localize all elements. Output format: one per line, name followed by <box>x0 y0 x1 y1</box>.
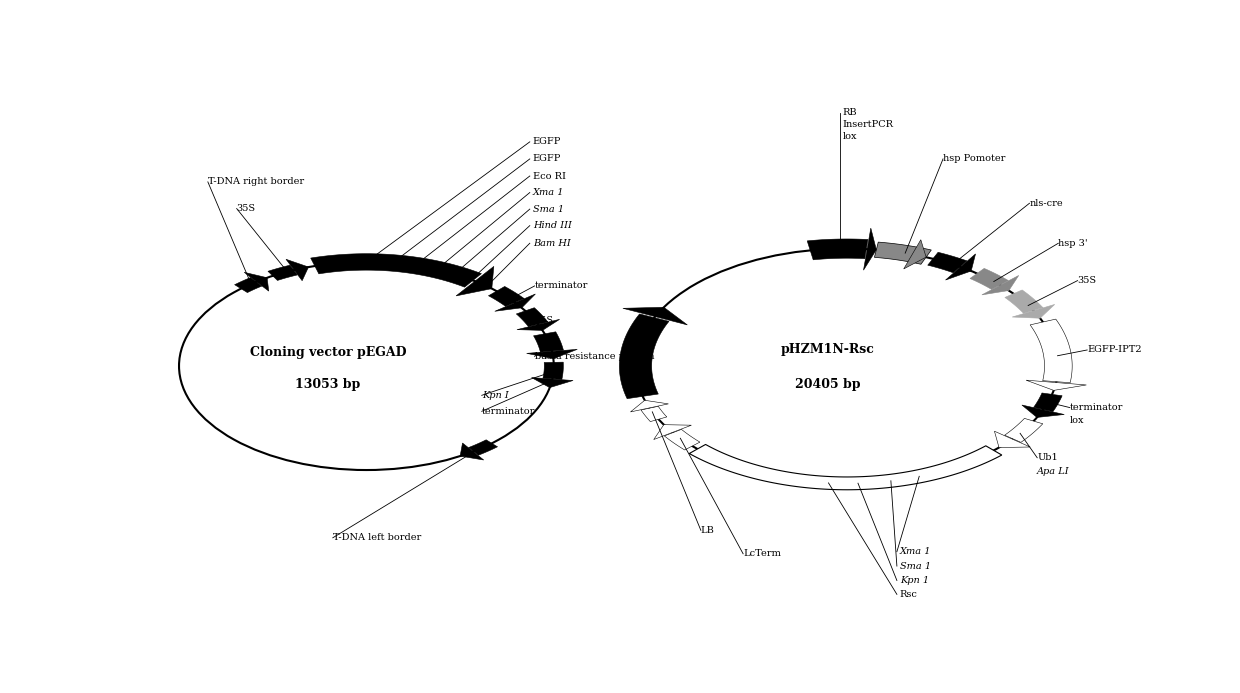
Text: LcTerm: LcTerm <box>743 550 781 559</box>
Text: hsp 3': hsp 3' <box>1058 239 1087 247</box>
Polygon shape <box>527 349 578 359</box>
Polygon shape <box>863 228 877 270</box>
Polygon shape <box>689 444 1002 490</box>
Text: 35S: 35S <box>534 316 554 325</box>
Text: RB: RB <box>842 108 857 117</box>
Text: lox: lox <box>842 132 857 141</box>
Text: T-DNA right border: T-DNA right border <box>208 177 304 186</box>
Text: nls-cre: nls-cre <box>1029 199 1063 208</box>
Text: Eco RI: Eco RI <box>533 171 565 180</box>
Polygon shape <box>874 242 931 264</box>
Text: Rsc: Rsc <box>900 590 918 599</box>
Polygon shape <box>495 294 536 311</box>
Polygon shape <box>1022 405 1064 417</box>
Polygon shape <box>286 259 309 281</box>
Text: T-DNA left border: T-DNA left border <box>332 534 422 543</box>
Polygon shape <box>533 332 563 352</box>
Polygon shape <box>532 378 573 387</box>
Polygon shape <box>1030 319 1073 383</box>
Text: 20405 bp: 20405 bp <box>795 378 861 391</box>
Polygon shape <box>460 443 484 460</box>
Text: terminator: terminator <box>534 281 588 290</box>
Polygon shape <box>619 314 668 398</box>
Text: 13053 bp: 13053 bp <box>295 378 361 391</box>
Text: Xma 1: Xma 1 <box>900 547 931 556</box>
Text: terminator: terminator <box>481 407 536 416</box>
Polygon shape <box>970 268 1008 290</box>
Polygon shape <box>489 286 525 306</box>
Polygon shape <box>982 276 1019 295</box>
Text: Kpn I: Kpn I <box>481 391 508 400</box>
Text: Sma 1: Sma 1 <box>900 561 931 570</box>
Polygon shape <box>807 239 868 260</box>
Text: EGFP: EGFP <box>533 137 560 146</box>
Text: Kpn 1: Kpn 1 <box>900 576 929 585</box>
Text: pHZM1N-Rsc: pHZM1N-Rsc <box>781 344 874 356</box>
Text: basta resistance protein: basta resistance protein <box>534 352 653 361</box>
Text: lox: lox <box>1070 416 1084 425</box>
Text: terminator: terminator <box>1070 403 1123 412</box>
Polygon shape <box>517 319 559 331</box>
Polygon shape <box>244 272 269 291</box>
Polygon shape <box>1012 304 1055 318</box>
Polygon shape <box>456 266 494 296</box>
Polygon shape <box>268 265 298 281</box>
Polygon shape <box>630 401 668 412</box>
Polygon shape <box>1004 290 1043 313</box>
Polygon shape <box>234 278 262 292</box>
Text: 35S: 35S <box>237 204 255 213</box>
Polygon shape <box>994 431 1030 448</box>
Text: 35S: 35S <box>1078 276 1096 285</box>
Polygon shape <box>311 254 481 287</box>
Polygon shape <box>665 430 699 450</box>
Polygon shape <box>928 252 967 273</box>
Polygon shape <box>904 240 926 269</box>
Polygon shape <box>516 308 548 326</box>
Polygon shape <box>641 406 667 421</box>
Polygon shape <box>1034 393 1063 412</box>
Polygon shape <box>946 254 976 280</box>
Polygon shape <box>653 425 692 439</box>
Polygon shape <box>543 362 563 379</box>
Text: Ub1: Ub1 <box>1037 453 1058 462</box>
Text: hsp Pomoter: hsp Pomoter <box>942 155 1006 164</box>
Text: EGFP-IPT2: EGFP-IPT2 <box>1087 346 1142 354</box>
Text: InsertPCR: InsertPCR <box>842 121 894 130</box>
Text: Bam HI: Bam HI <box>533 239 570 247</box>
Polygon shape <box>1004 419 1043 442</box>
Polygon shape <box>622 307 687 325</box>
Text: EGFP: EGFP <box>533 155 560 164</box>
Text: Hind III: Hind III <box>533 221 572 230</box>
Text: LB: LB <box>701 526 714 535</box>
Text: Sma 1: Sma 1 <box>533 204 564 213</box>
Text: Xma 1: Xma 1 <box>533 188 564 197</box>
Text: Cloning vector pEGAD: Cloning vector pEGAD <box>249 346 407 359</box>
Polygon shape <box>469 440 497 455</box>
Text: Apa LI: Apa LI <box>1037 466 1070 475</box>
Polygon shape <box>1025 380 1086 390</box>
